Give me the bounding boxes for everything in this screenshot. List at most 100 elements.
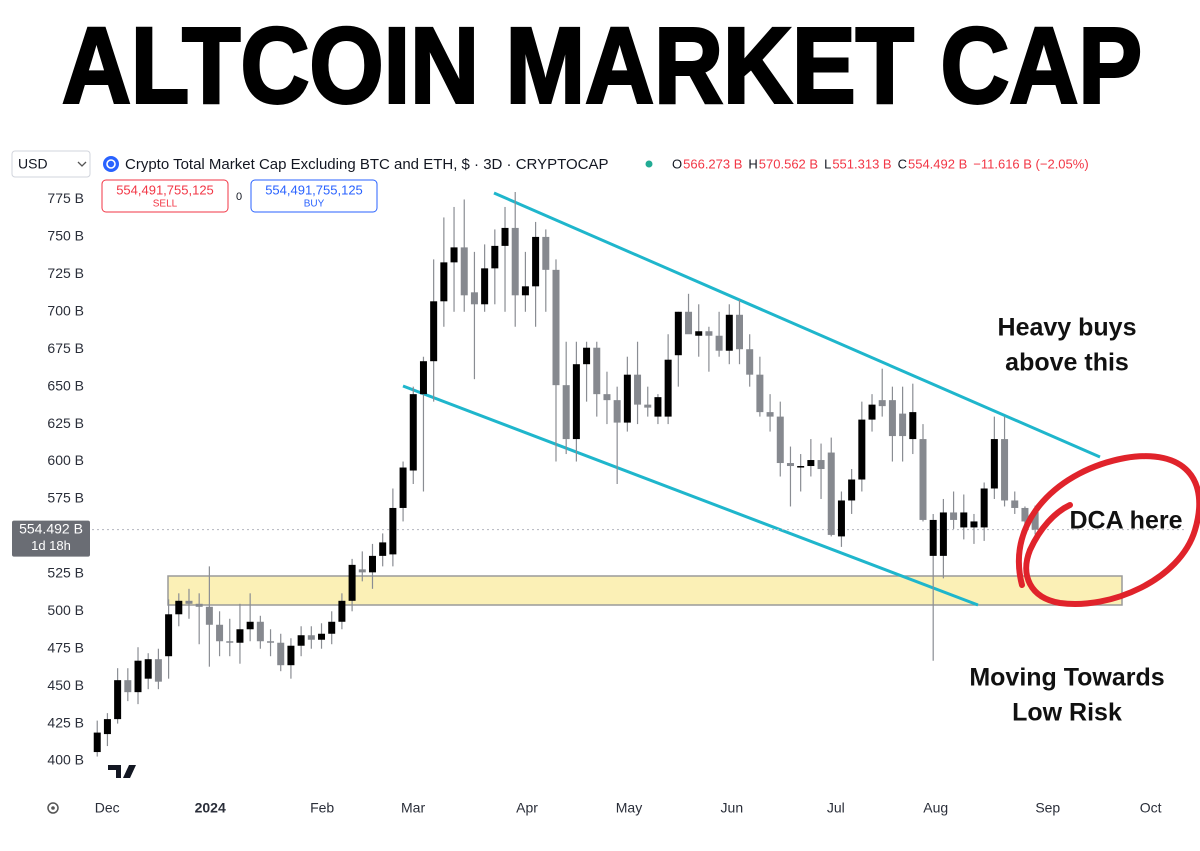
candle-body (909, 412, 917, 440)
candle-body (419, 361, 427, 395)
candle-body (837, 500, 845, 537)
sell-label: SELL (153, 199, 178, 210)
candle-body (960, 512, 968, 528)
candle-body (644, 404, 652, 408)
candle-body (888, 400, 896, 437)
candle-body (603, 394, 611, 401)
candle-body (328, 621, 336, 634)
candle-body (623, 374, 631, 423)
candle-body (848, 479, 856, 501)
candle-body (990, 439, 998, 489)
x-tick-label: Mar (401, 800, 425, 816)
x-tick-label: Feb (310, 800, 334, 816)
candle-body (287, 645, 295, 666)
candle-body (950, 512, 958, 520)
candle-body (450, 247, 458, 263)
y-tick-label: 450 B (47, 677, 84, 693)
x-tick-label: Jun (721, 800, 744, 816)
candle-body (980, 488, 988, 528)
candle-body (491, 245, 499, 269)
buy-button[interactable] (250, 179, 378, 213)
candle-body (766, 412, 774, 417)
x-tick-label: Apr (516, 800, 538, 816)
last-price-countdown: 1d 18h (31, 538, 71, 553)
readout-value: −11.616 B (−2.05%) (973, 156, 1088, 171)
x-tick-label: Jul (827, 800, 845, 816)
candle-body (297, 635, 305, 646)
trend-line-lower (402, 384, 979, 607)
sell-button[interactable] (101, 179, 229, 213)
symbol-title: Crypto Total Market Cap Excluding BTC an… (125, 156, 609, 173)
candle-body (277, 642, 285, 666)
candle-body (583, 347, 591, 365)
trend-line-upper (493, 191, 1101, 459)
support-zone (167, 575, 1123, 606)
candle-body (1011, 500, 1019, 508)
candle-body (827, 452, 835, 535)
candle-body (572, 364, 580, 440)
annotation: Moving Towards (969, 664, 1164, 692)
buy-price: 554,491,755,125 (265, 182, 363, 197)
status-dot (645, 160, 653, 168)
y-tick-label: 425 B (47, 714, 84, 730)
annotation: DCA here (1070, 507, 1183, 535)
x-tick-label: 2024 (195, 800, 226, 816)
buy-label: BUY (304, 199, 325, 210)
candle-body (797, 466, 805, 468)
y-tick-label: 475 B (47, 639, 84, 655)
candle-body (195, 603, 203, 607)
candle-body (256, 621, 264, 642)
candle-body (440, 262, 448, 302)
candle-body (746, 349, 754, 375)
candle-body (858, 419, 866, 480)
dropdown-caret (77, 161, 87, 167)
candle-body (613, 400, 621, 423)
x-tick-label: Sep (1035, 800, 1060, 816)
candle-body (205, 606, 213, 625)
y-tick-label: 650 B (47, 377, 84, 393)
candle-body (735, 314, 743, 350)
readout-value: 554.492 B (908, 156, 967, 171)
candle-body (634, 374, 642, 405)
ohlc-readout: O 566.273 B H 570.562 B L 551.313 B C 554.492 B… (672, 156, 1089, 171)
settings-icon[interactable] (47, 802, 59, 814)
candle-body (154, 659, 162, 682)
sell-price: 554,491,755,125 (116, 182, 214, 197)
currency: USD (18, 156, 48, 172)
candle-body (93, 732, 101, 753)
annotation: above this (1005, 349, 1129, 377)
page-title: ALTCOIN MARKET CAP (62, 5, 1142, 126)
candle-body (124, 680, 132, 693)
y-tick-label: 675 B (47, 340, 84, 356)
candle-body (399, 467, 407, 508)
candle-body (542, 236, 550, 270)
plot-area (92, 191, 1185, 757)
spread: 0 (236, 191, 242, 203)
candle-body (786, 463, 794, 467)
candle-body (379, 542, 387, 556)
annotation: Low Risk (1012, 699, 1122, 727)
candle-body (1021, 507, 1029, 522)
candle-body (185, 600, 193, 604)
candle-body (470, 292, 478, 305)
readout-key: C (898, 156, 907, 171)
readout-key: L (824, 156, 831, 171)
candle-body (705, 331, 713, 336)
y-tick-label: 700 B (47, 302, 84, 318)
candle-body (103, 719, 111, 735)
candle-body (460, 247, 468, 296)
candle-body (664, 359, 672, 417)
readout-value: 551.313 B (832, 156, 891, 171)
candle-body (511, 227, 519, 296)
last-price-tag (12, 520, 90, 557)
candle-body (134, 660, 142, 693)
candle-body (919, 439, 927, 520)
annotation: Heavy buys (998, 314, 1137, 342)
candle-body (674, 311, 682, 356)
currency-select[interactable] (11, 150, 91, 178)
candle-body (430, 301, 438, 362)
y-tick-label: 775 B (47, 190, 84, 206)
candle-body (114, 680, 122, 720)
x-tick-label: Aug (923, 800, 948, 816)
